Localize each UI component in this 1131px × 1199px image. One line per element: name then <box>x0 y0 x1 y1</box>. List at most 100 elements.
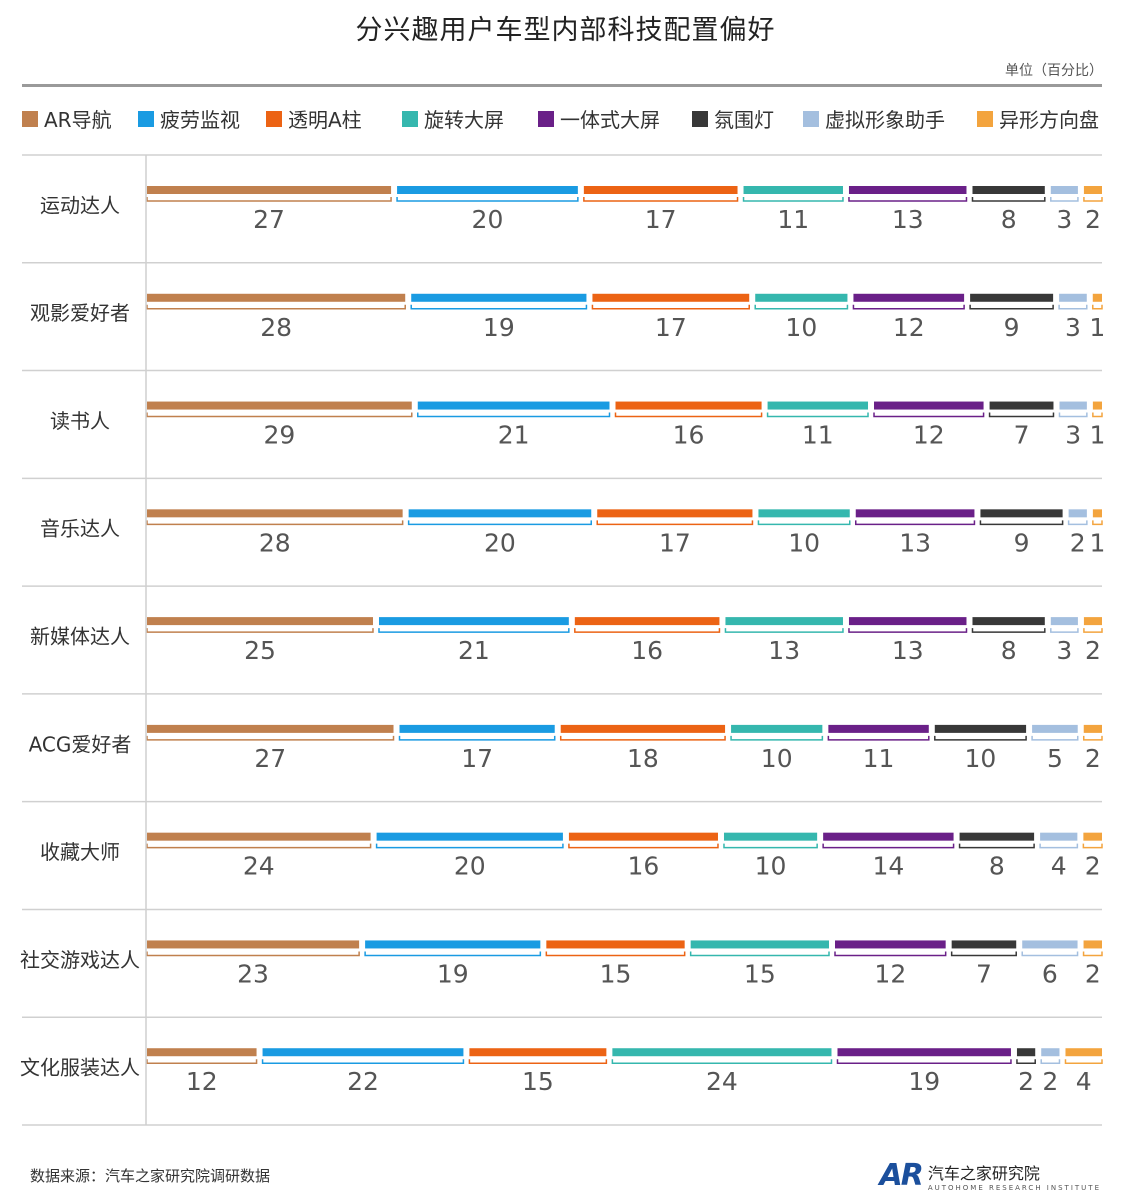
legend-label: 一体式大屏 <box>560 108 660 132</box>
bar-underline <box>146 843 372 849</box>
legend-label: 疲劳监视 <box>160 108 240 132</box>
legend-item: 虚拟形象助手 <box>803 104 945 133</box>
value-label: 16 <box>628 852 660 881</box>
bar-underline <box>574 628 721 633</box>
category-label: 运动达人 <box>40 193 120 217</box>
bar-segment <box>723 832 818 841</box>
bar-underline <box>689 951 830 957</box>
value-label: 17 <box>461 744 493 773</box>
value-label: 17 <box>659 528 691 557</box>
value-label: 13 <box>892 636 924 665</box>
legend-item: 透明A柱 <box>266 104 362 133</box>
brand-subtitle: AUTOHOME RESEARCH INSTITUTE <box>927 1183 1101 1192</box>
legend-item: 旋转大屏 <box>402 104 504 133</box>
value-label: 16 <box>673 421 705 450</box>
value-label: 14 <box>872 852 904 881</box>
bar-segment <box>959 832 1035 841</box>
bar-underline <box>724 628 844 633</box>
category-label: 收藏大师 <box>40 840 120 864</box>
bar-segment <box>758 509 850 518</box>
bar-segment <box>874 401 984 410</box>
category-label: 社交游戏达人 <box>20 948 140 972</box>
legend-label: AR导航 <box>44 108 112 132</box>
bar-segment <box>989 401 1054 410</box>
bar-segment <box>1092 509 1102 518</box>
value-label: 19 <box>483 313 515 342</box>
bar-underline <box>1040 1059 1061 1064</box>
bar-underline <box>1058 412 1088 418</box>
bar-segment <box>597 509 753 518</box>
value-label: 2 <box>1085 959 1101 988</box>
value-label: 28 <box>259 528 291 557</box>
value-label: 2 <box>1042 1067 1058 1096</box>
category-label: ACG爱好者 <box>29 732 132 756</box>
bar-underline <box>559 735 726 741</box>
value-label: 7 <box>1014 421 1030 450</box>
value-label: 1 <box>1089 421 1105 450</box>
value-label: 6 <box>1042 959 1058 988</box>
bar-underline <box>407 520 592 526</box>
bar-underline <box>568 843 719 849</box>
bar-underline <box>146 304 406 310</box>
bar-underline <box>1050 197 1079 202</box>
bar-segment <box>1083 832 1102 841</box>
bar-underline <box>1016 1059 1036 1064</box>
bar-underline <box>1092 520 1103 526</box>
bar-segment <box>951 940 1017 949</box>
value-label: 2 <box>1085 744 1101 773</box>
value-label: 2 <box>1070 528 1086 557</box>
bar-underline <box>1082 735 1103 741</box>
value-label: 17 <box>645 205 677 234</box>
legend-item: 异形方向盘 <box>977 104 1099 133</box>
bar-underline <box>417 412 611 418</box>
bar-segment <box>972 617 1045 626</box>
bar-segment <box>1068 509 1087 518</box>
brand-logo: AR <box>879 1158 923 1193</box>
value-label: 12 <box>893 313 925 342</box>
bar-segment <box>837 1048 1011 1057</box>
bar-underline <box>969 304 1054 310</box>
value-label: 9 <box>1014 528 1030 557</box>
bar-segment <box>855 509 975 518</box>
bar-underline <box>398 735 556 741</box>
value-label: 21 <box>498 421 530 450</box>
bar-segment <box>365 940 541 949</box>
value-label: 19 <box>437 959 469 988</box>
bar-underline <box>1083 197 1103 202</box>
value-label: 11 <box>863 744 895 773</box>
legend-label: 虚拟形象助手 <box>825 108 945 132</box>
legend-label: 透明A柱 <box>288 108 362 132</box>
bar-underline <box>971 197 1046 202</box>
brand-text: 汽车之家研究院 AUTOHOME RESEARCH INSTITUTE <box>928 1160 1101 1192</box>
brand-name: 汽车之家研究院 <box>927 1163 1040 1183</box>
bar-underline <box>146 628 374 633</box>
value-label: 20 <box>454 852 486 881</box>
bar-segment <box>147 401 412 410</box>
value-label: 18 <box>627 744 659 773</box>
bar-segment <box>147 1048 257 1057</box>
bar-segment <box>743 186 843 194</box>
bar-underline <box>583 197 739 202</box>
bar-underline <box>1082 951 1103 957</box>
bar-segment <box>972 186 1045 194</box>
bar-segment <box>147 617 373 626</box>
bar-segment <box>690 940 829 949</box>
value-label: 10 <box>965 744 997 773</box>
bar-segment <box>1065 1048 1102 1057</box>
legend-swatch <box>402 110 418 127</box>
bar-underline <box>410 304 588 310</box>
bar-underline <box>834 951 947 957</box>
value-label: 15 <box>600 959 632 988</box>
bar-underline <box>757 520 851 526</box>
value-label: 12 <box>874 959 906 988</box>
bar-segment <box>835 940 946 949</box>
value-label: 23 <box>237 959 269 988</box>
bar-underline <box>146 951 360 957</box>
bar-segment <box>1083 724 1102 733</box>
bar-segment <box>411 293 587 302</box>
bar-segment <box>546 940 685 949</box>
value-label: 3 <box>1056 636 1072 665</box>
bar-underline <box>848 628 968 633</box>
legend-swatch <box>22 110 38 127</box>
